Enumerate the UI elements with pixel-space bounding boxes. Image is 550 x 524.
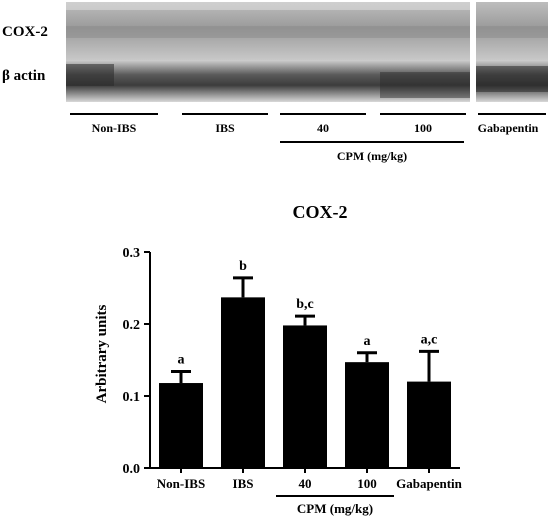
cox2-blot-strip — [66, 2, 548, 60]
y-tick-label: 0.0 — [123, 462, 141, 477]
y-tick-label: 0.1 — [123, 390, 141, 405]
blot-group-labels: Non-IBS IBS 40 100 Gabapentin CPM (mg/kg… — [70, 113, 546, 163]
blot-cpm-bracket-label: CPM (mg/kg) — [337, 149, 407, 163]
bar — [159, 383, 203, 468]
bar — [221, 297, 265, 468]
y-tick-label: 0.3 — [123, 246, 141, 261]
blot-group-label-40: 40 — [317, 121, 329, 135]
significance-label: a — [364, 334, 371, 349]
significance-label: a — [178, 353, 185, 368]
x-tick-label: Non-IBS — [157, 476, 205, 491]
blot-row-label-cox2: COX-2 — [2, 24, 48, 40]
blot-group-label-100: 100 — [414, 121, 432, 135]
blot-group-label-ibs: IBS — [215, 121, 235, 135]
x-tick-label: IBS — [233, 476, 254, 491]
beta-actin-blot-strip — [66, 60, 548, 102]
chart-title: COX-2 — [293, 202, 348, 222]
significance-label: a,c — [421, 332, 438, 347]
x-tick-label: Gabapentin — [396, 476, 463, 491]
significance-label: b — [239, 259, 247, 274]
x-tick-label: 40 — [299, 476, 312, 491]
blot-group-label-non-ibs: Non-IBS — [92, 121, 137, 135]
plot-area: 0.0 0.1 0.2 0.3 a Non-IBS b IBS b,c 40 a 100 a,c Gaba… — [123, 246, 463, 516]
blot-row-label-beta-actin: β actin — [2, 68, 46, 84]
cox2-bar-chart: COX-2 Arbitrary units 0.0 0.1 0.2 0.3 a Non-I… — [94, 202, 463, 516]
significance-label: b,c — [296, 297, 314, 312]
blot-group-label-gabapentin: Gabapentin — [478, 121, 539, 135]
bar — [283, 325, 327, 468]
cpm-bracket-label: CPM (mg/kg) — [297, 501, 373, 516]
y-tick-label: 0.2 — [123, 318, 141, 333]
y-axis-label: Arbitrary units — [94, 304, 110, 403]
western-blot-panel: COX-2 β actin Non-IBS IBS 40 100 Gabapen… — [2, 2, 548, 163]
x-tick-label: 100 — [357, 476, 377, 491]
bar — [345, 362, 389, 468]
bar — [407, 381, 451, 468]
